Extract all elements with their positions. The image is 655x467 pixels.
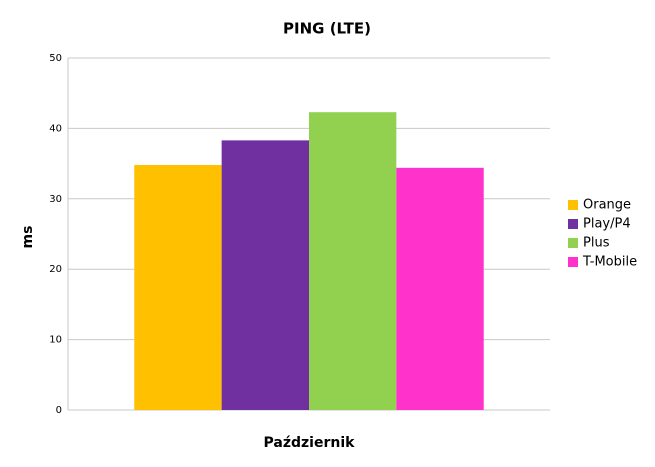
legend-swatch [568,257,578,267]
x-tick-label: Październik [264,435,356,451]
legend-swatch [568,238,578,248]
y-tick-label: 40 [49,123,62,134]
legend-label: Play/P4 [583,217,631,232]
y-tick-label: 10 [49,335,62,346]
legend-swatch [568,219,578,229]
legend-label: Plus [583,236,610,251]
bar [396,167,484,410]
y-tick-label: 30 [49,194,62,205]
legend-swatch [568,200,578,210]
y-tick-label: 0 [56,405,62,416]
legend-label: Orange [583,198,631,213]
y-tick-label: 50 [49,53,62,64]
bar [221,140,309,411]
legend-label: T-Mobile [582,255,637,270]
bar [134,165,222,410]
bar [309,112,397,410]
y-axis-title: ms [20,226,36,249]
y-tick-label: 20 [49,264,62,275]
chart-title: PING (LTE) [283,20,371,38]
